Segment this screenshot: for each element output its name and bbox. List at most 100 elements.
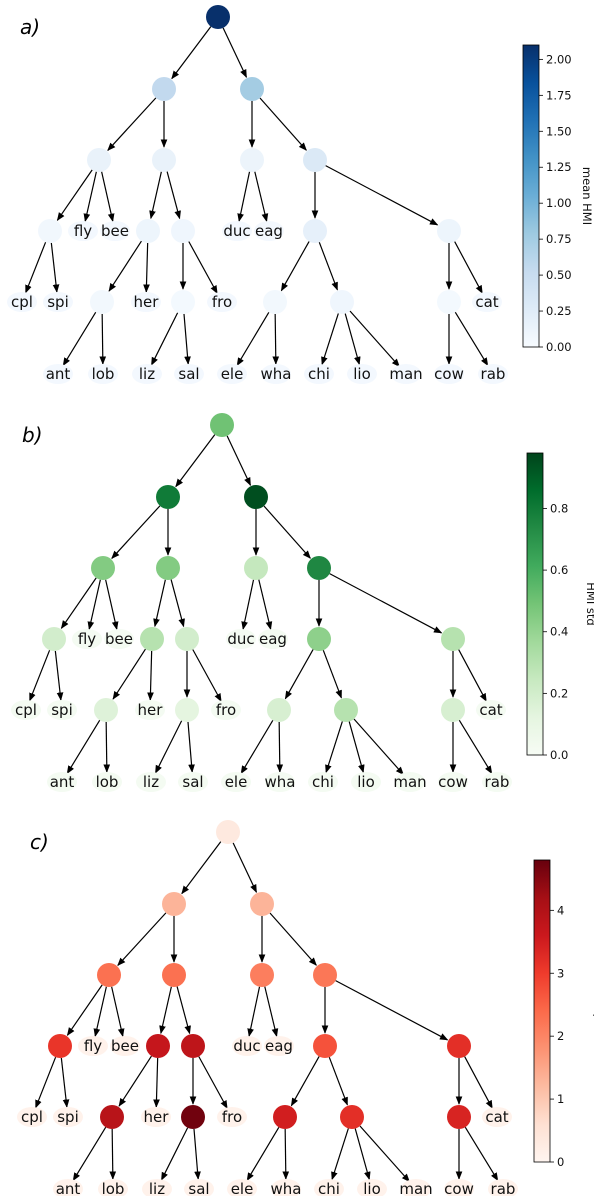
colorbar-tick-label: 1.50 [546,124,572,138]
tree-edge [325,165,439,226]
tree-edge [105,579,119,631]
tree-edges [29,434,493,776]
colorbar-gradient [526,452,544,756]
tree-node-lr2 [171,219,195,243]
colorbar: 0.0 0.2 0.4 0.6 0.8 HMI std [526,452,594,762]
leaf-backdrop [221,772,251,792]
colorbar-tick-label: 1.75 [546,88,572,102]
tree-edge [359,1125,410,1183]
leaf-backdrop [142,1179,172,1196]
tree-edge [232,842,257,894]
tree-node-ll [91,556,115,580]
colorbar-tick-label: 0.6 [550,563,568,577]
tree-edge [188,241,218,294]
tree-edge [170,579,185,628]
colorbar-tick-label: 0 [557,1155,564,1169]
leaf-backdrop [53,1179,83,1196]
leaf-backdrop [271,1179,301,1196]
tree-node-lr2a [181,1105,205,1129]
colorbar-tick-label: 0.8 [550,501,568,515]
tree-edge [236,311,270,367]
tree-edge [353,718,404,776]
leaf-label-ele: ele [231,1180,254,1196]
tree-edge [464,1056,493,1109]
leaf-label-man: man [389,365,422,383]
tree-node-rl [240,148,264,172]
colorbar-tick-label: 0.75 [546,232,572,246]
leaf-label-bee: bee [111,1037,139,1055]
leaf-label-cpl: cpl [11,293,33,311]
leaf-backdrop [88,364,118,384]
leaf-backdrop [78,1036,108,1056]
leaf-label-man: man [393,773,426,791]
leaf-backdrop [135,700,165,720]
colorbar-tick-label: 1 [557,1092,564,1106]
tree-node-lr2 [175,627,199,651]
tree-node-rr2 [441,627,465,651]
leaf-backdrop [472,292,502,312]
leaf-backdrop [391,364,421,384]
leaf-backdrop [261,364,291,384]
tree-edge [29,649,51,702]
tree-edge [87,579,101,631]
leaf-label-fly: fly [78,630,96,648]
leaf-backdrop [308,772,338,792]
tree-nodes [38,5,461,314]
tree-edge [269,912,317,966]
tree-edge [50,242,60,293]
leaf-label-fro: fro [216,701,236,719]
leaf-labels: cpl spi fly bee her fro duc eag cat ant lob liz sal e… [17,1036,518,1196]
tree-node-r [250,892,274,916]
tree-node-ll [87,148,111,172]
tree-edge [325,721,343,774]
tree-edge [247,986,261,1038]
tree-edge [60,1057,70,1108]
tree-node-lr [156,556,180,580]
tree-node-ll1 [48,1034,72,1058]
leaf-backdrop [351,772,381,792]
leaf-label-fro: fro [222,1108,242,1126]
tree-edge [118,1055,152,1107]
tree-node-lr [152,148,176,172]
leaf-backdrop [401,1179,431,1196]
leaf-backdrop [211,700,241,720]
tree-edge [237,171,251,223]
tree-edge [143,242,150,293]
leaf-label-cow: cow [438,773,468,791]
leaf-label-ele: ele [225,773,248,791]
tree-node-l [152,77,176,101]
tree-edge [153,1057,160,1108]
leaf-backdrop [347,364,377,384]
leaf-backdrop [47,772,77,792]
leaf-backdrop [482,772,512,792]
tree-node-root [210,413,234,437]
leaf-label-eag: eag [265,1037,293,1055]
tree-edge [264,986,279,1038]
colorbar-label: HMI std/mean [591,971,594,1051]
tree-nodes [42,413,465,722]
leaf-backdrop [100,221,130,241]
tree-edge [329,573,443,634]
tree-node-root [206,5,230,29]
leaf-label-cpl: cpl [21,1108,43,1126]
leaf-label-wha: wha [261,365,292,383]
tree-node-root [216,820,240,844]
leaf-label-rab: rab [481,365,506,383]
panel-label: a) [20,15,40,39]
leaf-label-lio: lio [363,1180,381,1196]
tree-edge [331,1128,349,1181]
leaf-label-ant: ant [46,365,71,383]
tree-edge [35,1056,57,1109]
tree-node-rr2a [441,698,465,722]
tree-edge [107,97,157,152]
leaf-label-liz: liz [139,365,155,383]
leaf-backdrop [217,364,247,384]
tree-node-rr2a [437,290,461,314]
tree-edge [349,310,400,368]
tree-node-lr1 [146,1034,170,1058]
leaf-backdrop [438,772,468,792]
colorbar: 0 1 2 3 4 HMI std/mean [533,859,594,1169]
leaf-backdrop [72,629,102,649]
tree-edge [109,1128,117,1180]
leaf-label-wha: wha [265,773,296,791]
